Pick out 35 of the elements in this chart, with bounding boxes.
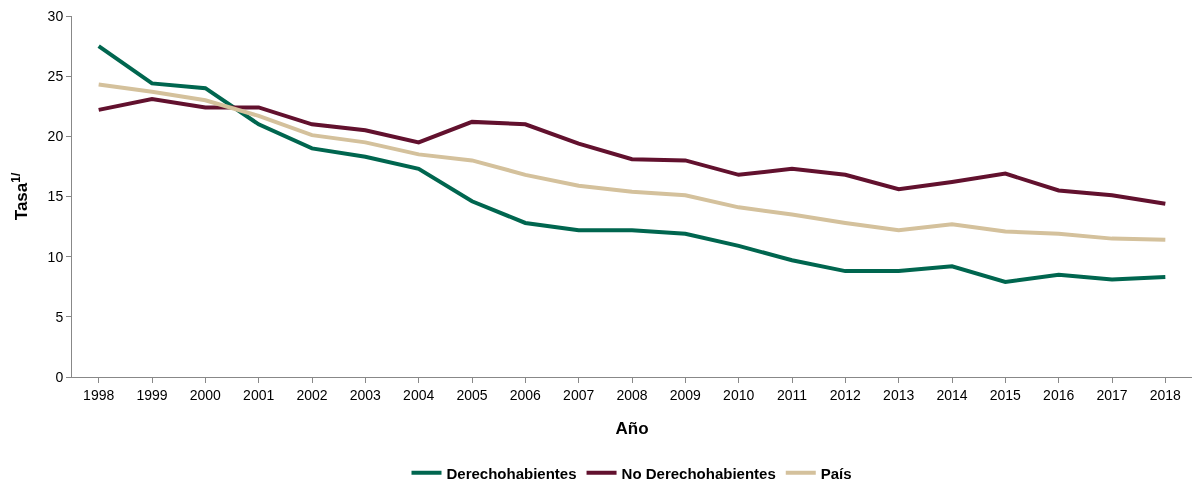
x-tick-label: 2016	[1043, 386, 1075, 403]
y-tick-label: 30	[47, 7, 64, 24]
x-tick-label: 2001	[243, 386, 275, 403]
legend-label: No Derechohabientes	[621, 464, 776, 482]
x-tick-label: 2003	[349, 386, 382, 403]
legend-label: País	[820, 464, 852, 482]
legend-label: Derechohabientes	[446, 464, 577, 482]
x-tick-label: 2015	[989, 386, 1022, 403]
x-tick-label: 2014	[936, 386, 968, 403]
x-tick-label: 2008	[616, 386, 648, 403]
x-tick-label: 2013	[883, 386, 915, 403]
x-tick-label: 1999	[136, 386, 168, 403]
x-tick-label: 2007	[563, 386, 595, 403]
x-axis-title: Año	[615, 419, 649, 439]
line-series	[96, 82, 1168, 242]
line-series	[96, 44, 1168, 284]
y-tick-label: 25	[47, 68, 64, 85]
x-tick-label: 2009	[669, 386, 702, 403]
x-tick-label: 2011	[776, 386, 808, 403]
x-tick-label: 2018	[1149, 386, 1182, 403]
y-tick-label: 0	[55, 368, 64, 385]
x-tick-label: 2017	[1096, 386, 1128, 403]
y-tick-label: 10	[47, 248, 64, 265]
line-series	[96, 97, 1168, 206]
x-tick-label: 2000	[189, 386, 222, 403]
x-tick-label: 2012	[829, 386, 862, 403]
x-tick-label: 2005	[456, 386, 488, 403]
x-tick-label: 2006	[509, 386, 542, 403]
x-tick-label: 1998	[83, 386, 115, 403]
y-tick-label: 15	[47, 188, 64, 205]
x-tick-label: 2002	[296, 386, 328, 403]
y-tick-label: 5	[55, 308, 64, 325]
x-tick-label: 2010	[723, 386, 755, 403]
x-tick-label: 2004	[403, 386, 435, 403]
y-tick-label: 20	[47, 128, 64, 145]
